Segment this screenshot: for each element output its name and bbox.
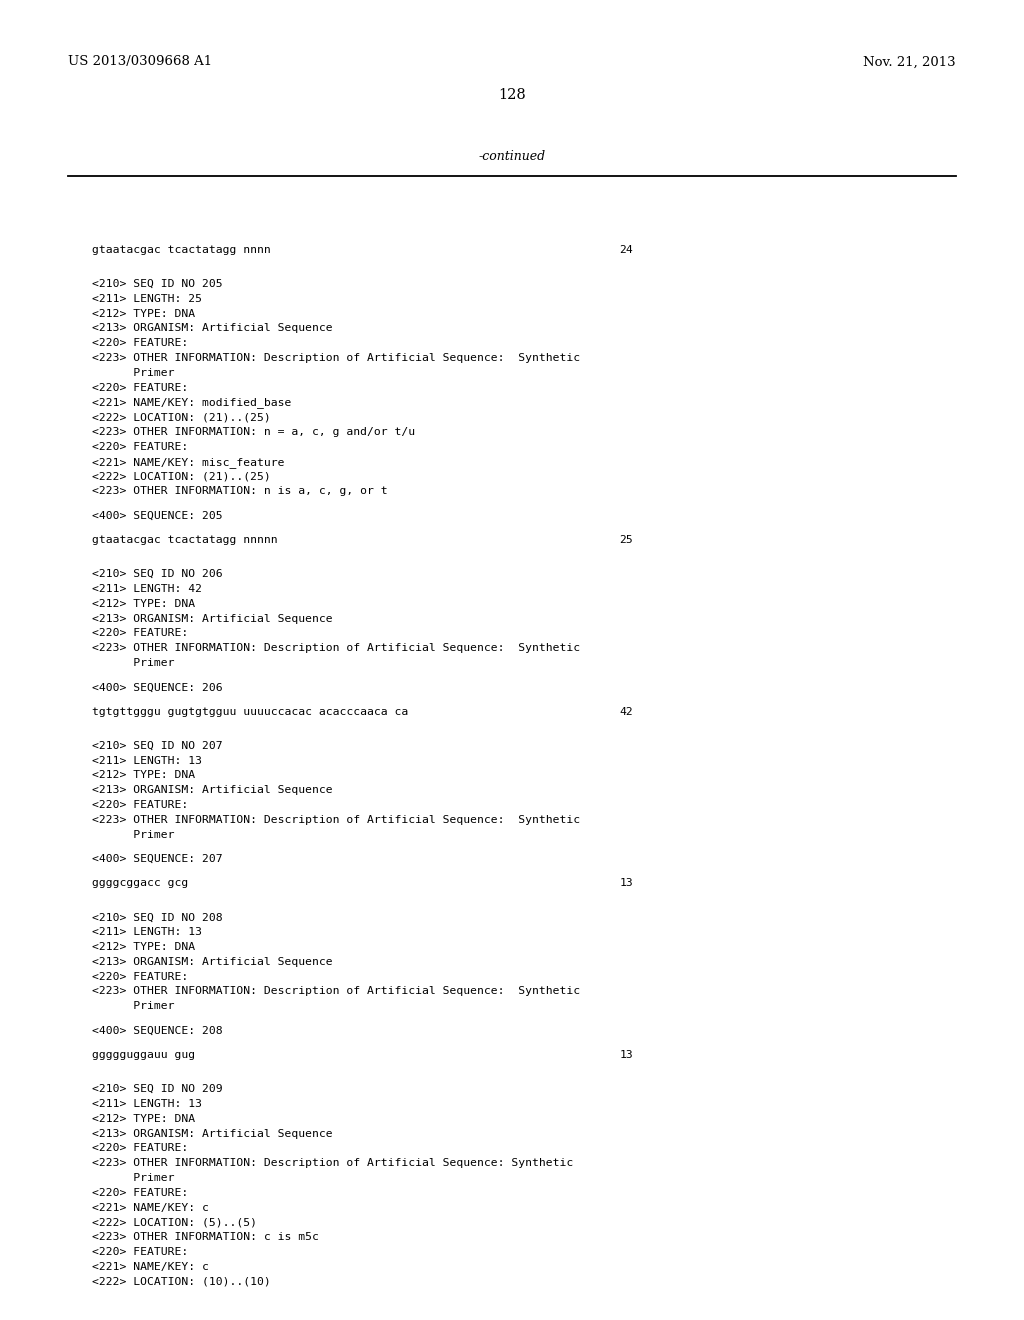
Text: <221> NAME/KEY: misc_feature: <221> NAME/KEY: misc_feature [92,457,285,467]
Text: Nov. 21, 2013: Nov. 21, 2013 [863,55,956,69]
Text: <211> LENGTH: 13: <211> LENGTH: 13 [92,927,202,937]
Text: <220> FEATURE:: <220> FEATURE: [92,1143,188,1154]
Text: <220> FEATURE:: <220> FEATURE: [92,1247,188,1257]
Text: US 2013/0309668 A1: US 2013/0309668 A1 [68,55,212,69]
Text: Primer: Primer [92,1002,174,1011]
Text: gtaatacgac tcactatagg nnnn: gtaatacgac tcactatagg nnnn [92,246,270,255]
Text: <222> LOCATION: (21)..(25): <222> LOCATION: (21)..(25) [92,471,270,482]
Text: <220> FEATURE:: <220> FEATURE: [92,800,188,810]
Text: <221> NAME/KEY: c: <221> NAME/KEY: c [92,1262,209,1271]
Text: <212> TYPE: DNA: <212> TYPE: DNA [92,599,196,609]
Text: <212> TYPE: DNA: <212> TYPE: DNA [92,942,196,952]
Text: <400> SEQUENCE: 208: <400> SEQUENCE: 208 [92,1026,222,1036]
Text: gtaatacgac tcactatagg nnnnn: gtaatacgac tcactatagg nnnnn [92,535,278,545]
Text: <223> OTHER INFORMATION: n is a, c, g, or t: <223> OTHER INFORMATION: n is a, c, g, o… [92,486,387,496]
Text: <213> ORGANISM: Artificial Sequence: <213> ORGANISM: Artificial Sequence [92,785,333,795]
Text: <222> LOCATION: (21)..(25): <222> LOCATION: (21)..(25) [92,412,270,422]
Text: <210> SEQ ID NO 209: <210> SEQ ID NO 209 [92,1084,222,1094]
Text: 128: 128 [498,88,526,102]
Text: <211> LENGTH: 42: <211> LENGTH: 42 [92,583,202,594]
Text: Primer: Primer [92,368,174,378]
Text: <213> ORGANISM: Artificial Sequence: <213> ORGANISM: Artificial Sequence [92,614,333,623]
Text: <210> SEQ ID NO 205: <210> SEQ ID NO 205 [92,279,222,289]
Text: Primer: Primer [92,829,174,840]
Text: <223> OTHER INFORMATION: Description of Artificial Sequence:  Synthetic: <223> OTHER INFORMATION: Description of … [92,352,580,363]
Text: <222> LOCATION: (5)..(5): <222> LOCATION: (5)..(5) [92,1217,257,1228]
Text: <222> LOCATION: (10)..(10): <222> LOCATION: (10)..(10) [92,1276,270,1287]
Text: Primer: Primer [92,1173,174,1183]
Text: <213> ORGANISM: Artificial Sequence: <213> ORGANISM: Artificial Sequence [92,957,333,966]
Text: <223> OTHER INFORMATION: Description of Artificial Sequence:  Synthetic: <223> OTHER INFORMATION: Description of … [92,643,580,653]
Text: <213> ORGANISM: Artificial Sequence: <213> ORGANISM: Artificial Sequence [92,323,333,334]
Text: 42: 42 [620,706,633,717]
Text: <220> FEATURE:: <220> FEATURE: [92,1188,188,1197]
Text: <212> TYPE: DNA: <212> TYPE: DNA [92,309,196,318]
Text: tgtgttgggu gugtgtgguu uuuuccacac acacccaaca ca: tgtgttgggu gugtgtgguu uuuuccacac acaccca… [92,706,409,717]
Text: <220> FEATURE:: <220> FEATURE: [92,383,188,392]
Text: <400> SEQUENCE: 207: <400> SEQUENCE: 207 [92,854,222,865]
Text: <212> TYPE: DNA: <212> TYPE: DNA [92,771,196,780]
Text: <223> OTHER INFORMATION: Description of Artificial Sequence:  Synthetic: <223> OTHER INFORMATION: Description of … [92,986,580,997]
Text: <400> SEQUENCE: 205: <400> SEQUENCE: 205 [92,511,222,520]
Text: <220> FEATURE:: <220> FEATURE: [92,442,188,451]
Text: <220> FEATURE:: <220> FEATURE: [92,628,188,639]
Text: <220> FEATURE:: <220> FEATURE: [92,972,188,982]
Text: -continued: -continued [478,150,546,164]
Text: <223> OTHER INFORMATION: Description of Artificial Sequence:  Synthetic: <223> OTHER INFORMATION: Description of … [92,814,580,825]
Text: <212> TYPE: DNA: <212> TYPE: DNA [92,1114,196,1123]
Text: <220> FEATURE:: <220> FEATURE: [92,338,188,348]
Text: 24: 24 [620,246,633,255]
Text: ggggcggacc gcg: ggggcggacc gcg [92,878,188,888]
Text: <211> LENGTH: 25: <211> LENGTH: 25 [92,294,202,304]
Text: <211> LENGTH: 13: <211> LENGTH: 13 [92,755,202,766]
Text: <223> OTHER INFORMATION: c is m5c: <223> OTHER INFORMATION: c is m5c [92,1232,318,1242]
Text: <221> NAME/KEY: c: <221> NAME/KEY: c [92,1203,209,1213]
Text: 13: 13 [620,878,633,888]
Text: <400> SEQUENCE: 206: <400> SEQUENCE: 206 [92,682,222,692]
Text: <210> SEQ ID NO 206: <210> SEQ ID NO 206 [92,569,222,579]
Text: <223> OTHER INFORMATION: Description of Artificial Sequence: Synthetic: <223> OTHER INFORMATION: Description of … [92,1158,573,1168]
Text: ggggguggauu gug: ggggguggauu gug [92,1051,196,1060]
Text: 25: 25 [620,535,633,545]
Text: <223> OTHER INFORMATION: n = a, c, g and/or t/u: <223> OTHER INFORMATION: n = a, c, g and… [92,428,415,437]
Text: 13: 13 [620,1051,633,1060]
Text: Primer: Primer [92,657,174,668]
Text: <221> NAME/KEY: modified_base: <221> NAME/KEY: modified_base [92,397,292,408]
Text: <210> SEQ ID NO 207: <210> SEQ ID NO 207 [92,741,222,751]
Text: <213> ORGANISM: Artificial Sequence: <213> ORGANISM: Artificial Sequence [92,1129,333,1139]
Text: <211> LENGTH: 13: <211> LENGTH: 13 [92,1100,202,1109]
Text: <210> SEQ ID NO 208: <210> SEQ ID NO 208 [92,912,222,923]
